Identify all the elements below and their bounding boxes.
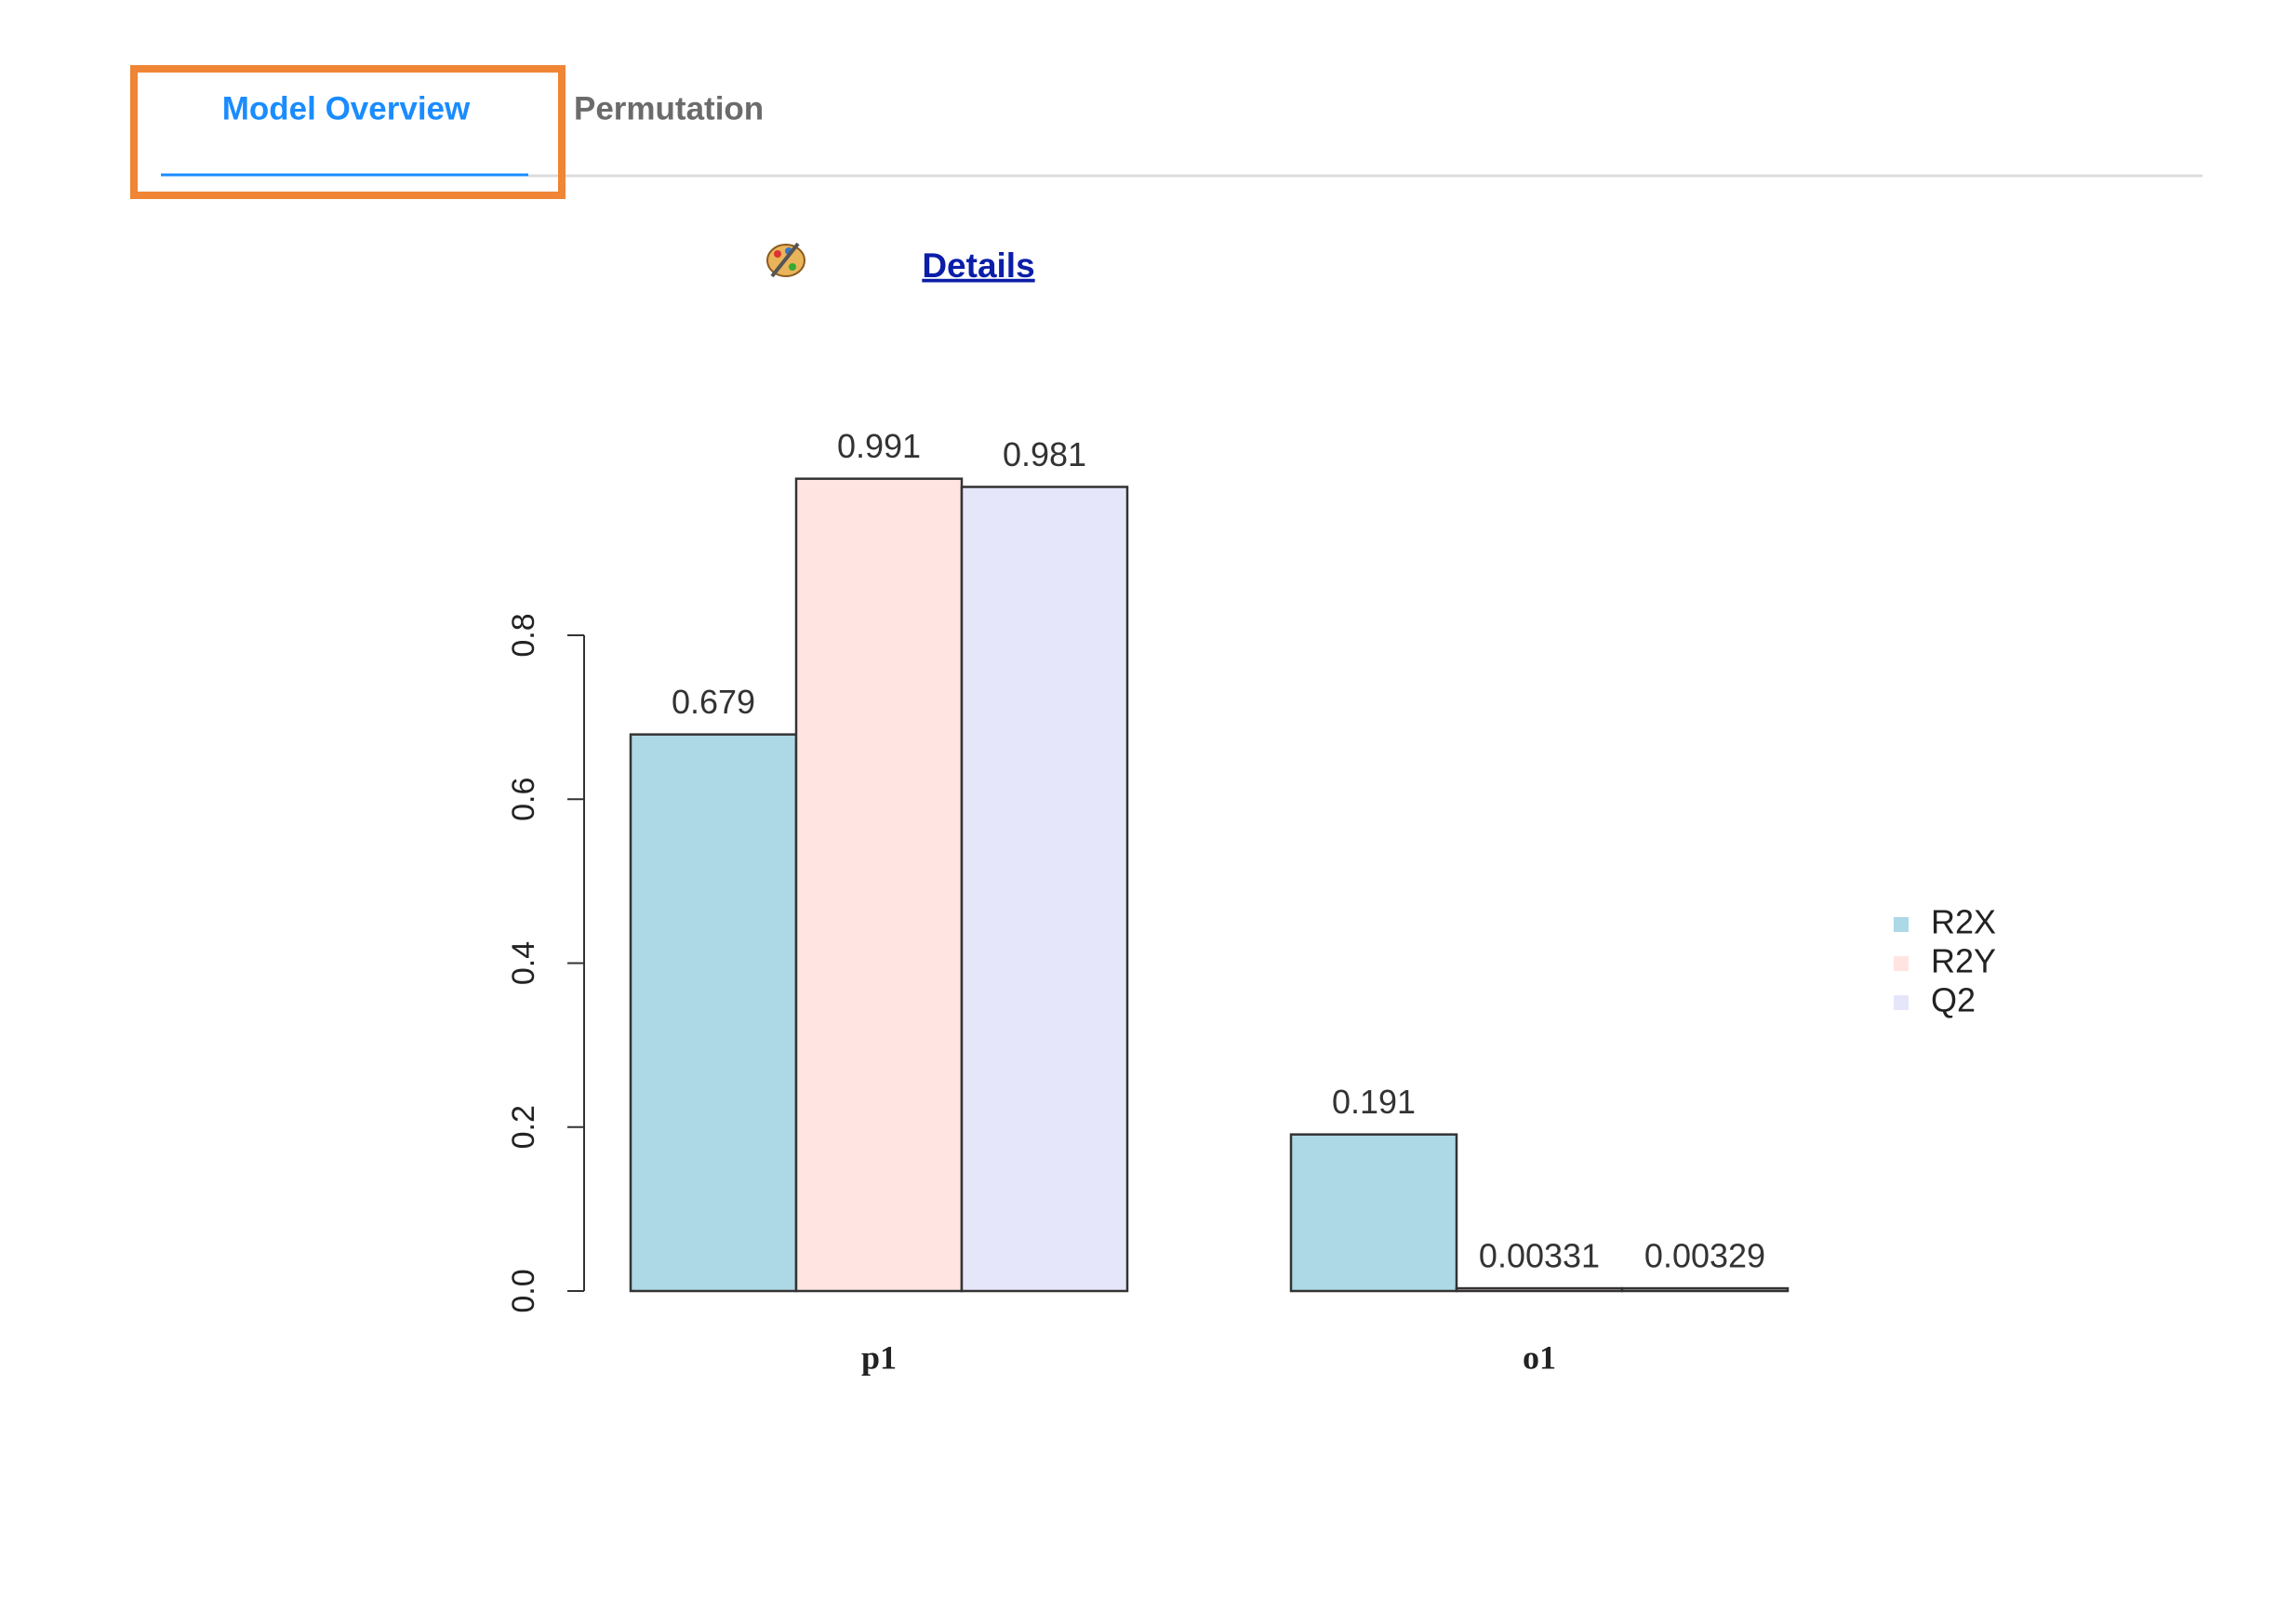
value-label: 0.991 (837, 427, 921, 465)
legend-label: R2X (1931, 903, 1996, 941)
bar (1620, 1286, 1790, 1293)
legend-label: Q2 (1931, 981, 1976, 1019)
y-tick-label: 0.6 (506, 778, 541, 821)
legend-label: R2Y (1931, 942, 1996, 980)
value-label: 0.00331 (1479, 1237, 1600, 1275)
value-label: 0.191 (1332, 1083, 1416, 1121)
value-label: 0.679 (672, 683, 755, 721)
highlight-box (130, 65, 566, 199)
legend-swatch (1894, 995, 1909, 1010)
y-tick-label: 0.0 (506, 1269, 541, 1312)
details-link[interactable]: Details (922, 246, 1034, 285)
bar (960, 486, 1129, 1293)
palette-icon[interactable] (766, 242, 805, 278)
bar (1289, 1133, 1458, 1293)
value-label: 0.00329 (1644, 1237, 1765, 1275)
bar (794, 477, 964, 1293)
x-tick-label: o1 (1523, 1338, 1556, 1376)
tab[interactable]: Model Overview (222, 90, 471, 126)
y-tick-label: 0.8 (506, 613, 541, 657)
value-label: 0.981 (1003, 435, 1086, 473)
y-tick-label: 0.2 (506, 1105, 541, 1149)
bar (1455, 1286, 1624, 1293)
legend-swatch (1894, 956, 1909, 971)
tab[interactable]: Permutation (574, 90, 764, 126)
x-tick-label: p1 (861, 1338, 897, 1376)
bar (629, 733, 798, 1293)
y-tick-label: 0.4 (506, 941, 541, 985)
legend-swatch (1894, 917, 1909, 932)
